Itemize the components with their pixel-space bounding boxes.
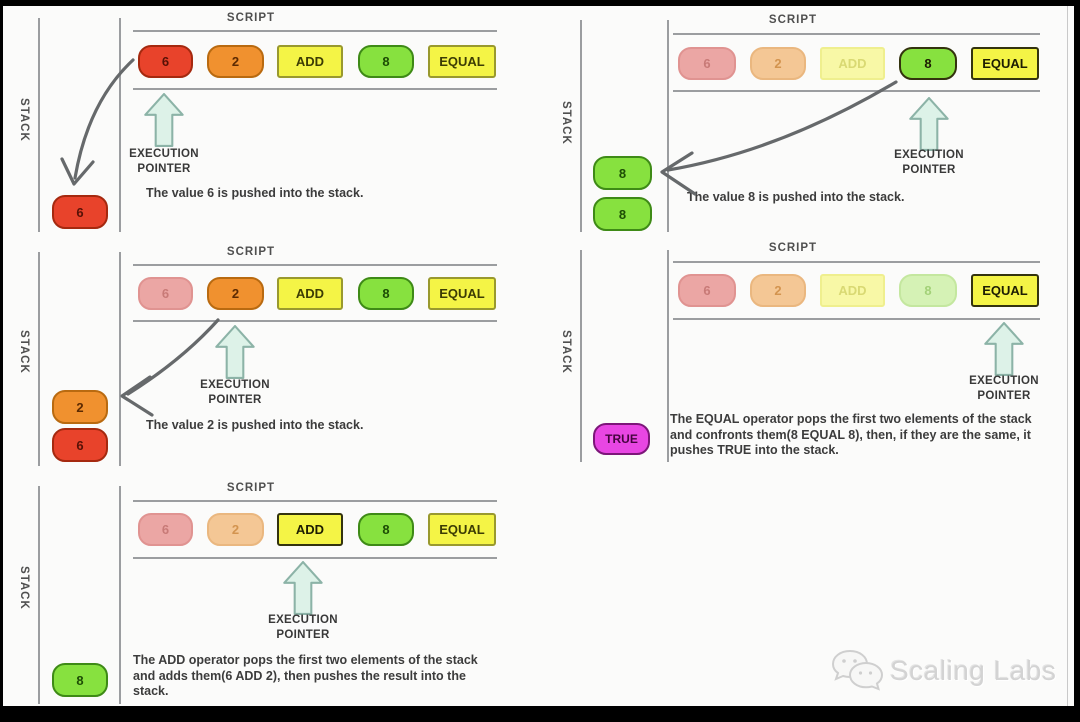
script-track-bottom: [133, 88, 497, 90]
stack-item-true: TRUE: [593, 423, 650, 455]
stack-right-line: [119, 18, 121, 232]
stack-right-line: [667, 20, 669, 232]
stack-axis-label: STACK: [18, 566, 30, 610]
step-description: The ADD operator pops the first two elem…: [133, 653, 478, 698]
stack-item-8-bottom: 8: [593, 197, 652, 231]
script-title: SCRIPT: [226, 246, 276, 258]
script-track-top: [673, 33, 1040, 35]
script-token-equal: EQUAL: [428, 45, 496, 78]
script-token-2: 2: [207, 45, 264, 78]
stack-axis-label: STACK: [18, 330, 30, 374]
stack-left-line: [580, 20, 582, 232]
script-token-8: 8: [358, 45, 414, 78]
stack-item-8: 8: [52, 663, 108, 697]
script-track-bottom: [133, 320, 497, 322]
script-token-add: ADD: [277, 45, 343, 78]
script-token-add: ADD: [820, 47, 885, 80]
right-edge-line: [1067, 6, 1068, 706]
script-token-equal: EQUAL: [971, 47, 1039, 80]
script-token-2: 2: [750, 274, 806, 307]
script-token-2: 2: [207, 277, 264, 310]
script-track-bottom: [133, 557, 497, 559]
execution-pointer-icon: [283, 561, 323, 615]
script-token-8: 8: [358, 277, 414, 310]
execution-pointer-icon: [909, 97, 949, 151]
script-track-bottom: [673, 318, 1040, 320]
watermark-text: Scaling Labs: [890, 655, 1057, 686]
panel-step-push-8: STACK SCRIPT 6 2 ADD 8 EQUAL EXECUTION P…: [540, 6, 1080, 236]
panel-step-push-2: STACK SCRIPT 6 2 ADD 8 EQUAL EXECUTION P…: [0, 238, 540, 468]
stack-left-line: [38, 18, 40, 232]
script-title: SCRIPT: [768, 242, 818, 254]
execution-pointer-icon: [215, 325, 255, 379]
stack-left-line: [38, 486, 40, 704]
script-token-6: 6: [678, 274, 736, 307]
script-track-bottom: [673, 90, 1040, 92]
stack-left-line: [580, 250, 582, 462]
script-token-add: ADD: [277, 277, 343, 310]
script-track-top: [673, 261, 1040, 263]
stack-right-line: [667, 250, 669, 462]
watermark: Scaling Labs: [828, 645, 1063, 700]
script-track-top: [133, 264, 497, 266]
script-token-add: ADD: [277, 513, 343, 546]
execution-pointer-label: EXECUTION POINTER: [969, 375, 1039, 402]
script-track-top: [133, 30, 497, 32]
execution-pointer-label: EXECUTION POINTER: [268, 614, 338, 641]
script-token-equal: EQUAL: [971, 274, 1039, 307]
script-token-6: 6: [138, 45, 193, 78]
stack-axis-label: STACK: [560, 101, 572, 145]
stack-item-6: 6: [52, 428, 108, 462]
script-token-6: 6: [138, 513, 193, 546]
execution-pointer-label: EXECUTION POINTER: [894, 149, 964, 176]
script-token-add: ADD: [820, 274, 885, 307]
step-description: The value 6 is pushed into the stack.: [146, 186, 364, 200]
script-token-equal: EQUAL: [428, 277, 496, 310]
script-token-6: 6: [138, 277, 193, 310]
execution-pointer-icon: [984, 322, 1024, 376]
step-description: The value 8 is pushed into the stack.: [687, 190, 905, 204]
stack-right-line: [119, 486, 121, 704]
script-token-8: 8: [899, 47, 957, 80]
script-token-8: 8: [358, 513, 414, 546]
panel-step-add: STACK SCRIPT 6 2 ADD 8 EQUAL EXECUTION P…: [0, 476, 540, 706]
stack-right-line: [119, 252, 121, 466]
stack-item-6: 6: [52, 195, 108, 229]
stack-item-8-top: 8: [593, 156, 652, 190]
wechat-chat-bubbles-icon: [831, 649, 884, 691]
panel-step-push-6: STACK SCRIPT 6 2 ADD 8 EQUAL EXECUTION P…: [0, 6, 540, 236]
stack-axis-label: STACK: [18, 98, 30, 142]
execution-pointer-label: EXECUTION POINTER: [129, 148, 199, 175]
execution-pointer-label: EXECUTION POINTER: [200, 379, 270, 406]
script-title: SCRIPT: [768, 14, 818, 26]
script-title: SCRIPT: [226, 12, 276, 24]
step-description: The EQUAL operator pops the first two el…: [670, 412, 1032, 457]
script-token-2: 2: [750, 47, 806, 80]
step-description: The value 2 is pushed into the stack.: [146, 418, 364, 432]
stack-item-2: 2: [52, 390, 108, 424]
script-token-equal: EQUAL: [428, 513, 496, 546]
panel-step-equal: STACK SCRIPT 6 2 ADD 8 EQUAL EXECUTION P…: [540, 238, 1080, 464]
script-token-8: 8: [899, 274, 957, 307]
stack-left-line: [38, 252, 40, 466]
script-token-2: 2: [207, 513, 264, 546]
stack-axis-label: STACK: [560, 330, 572, 374]
execution-pointer-icon: [144, 93, 184, 147]
script-track-top: [133, 500, 497, 502]
script-token-6: 6: [678, 47, 736, 80]
script-title: SCRIPT: [226, 482, 276, 494]
